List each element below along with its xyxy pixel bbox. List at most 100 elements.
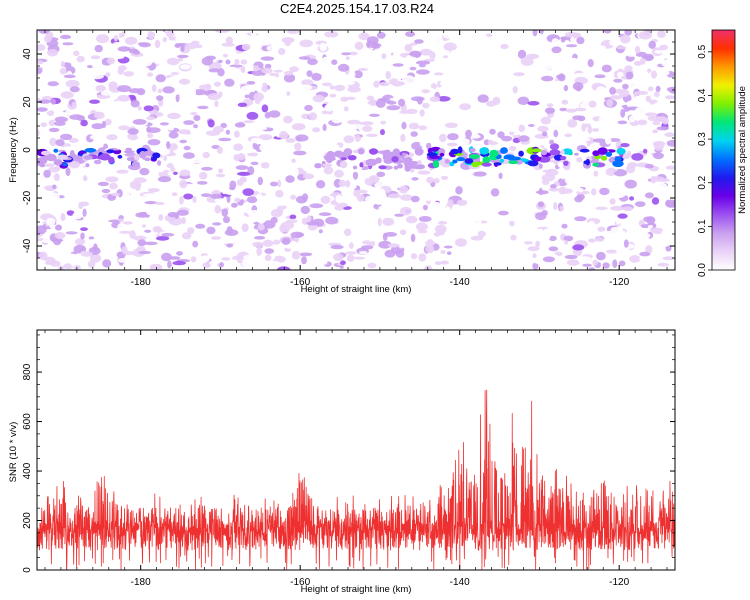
spectrogram-line-cell: [538, 155, 551, 163]
spectrogram-cell: [343, 106, 349, 112]
spectrogram-cell: [60, 91, 74, 99]
spectrogram-cell: [69, 86, 80, 93]
spectrogram-cell: [586, 232, 594, 237]
colorbar: 0.0 0.1 0.2 0.3 0.4 0.5 Normalized spectral a…: [697, 29, 748, 277]
spectrogram-cell: [436, 96, 451, 102]
spectrogram-cell: [157, 160, 162, 166]
snr-x-tick-label: -160: [290, 577, 310, 588]
spectrogram-cell: [577, 188, 584, 193]
spectrogram-cell: [340, 96, 349, 102]
spectrogram-cell: [110, 192, 121, 196]
spectrogram-line-cell: [605, 151, 613, 157]
spectrogram-cell: [456, 199, 468, 206]
spectrogram-cell: [225, 36, 233, 45]
spectrogram-cell: [285, 175, 295, 183]
spectrogram-cell: [313, 159, 324, 163]
spectrogram-cell: [121, 246, 128, 254]
spectrogram-cell: [250, 31, 257, 37]
spectrogram-cell: [180, 44, 185, 52]
snr-y-tick-label: 0: [22, 567, 33, 573]
spectrogram-cell: [418, 253, 427, 262]
snr-frame: [36, 329, 676, 571]
spectrogram-line-cell: [57, 154, 68, 160]
spectrogram-cell: [254, 236, 266, 240]
spectrogram-cell: [226, 243, 234, 248]
spectrogram-cell: [282, 60, 293, 68]
spectrogram-cell: [166, 30, 175, 38]
colorbar-label: Normalized spectral amplitude: [737, 86, 748, 214]
spectrogram-cell: [288, 203, 294, 208]
spectrogram-cell: [117, 95, 131, 102]
spectrogram-cell: [422, 204, 428, 211]
spectrogram-cell: [618, 260, 626, 267]
spectrogram-cell: [311, 72, 322, 81]
spectrogram-cell: [315, 235, 325, 240]
spectrogram-cell: [378, 205, 388, 211]
spectrogram-cell: [358, 170, 370, 178]
spectrogram-cell: [350, 218, 362, 227]
spectrogram-cell: [617, 120, 628, 125]
spectrogram-cell: [65, 231, 78, 235]
spectrogram-cell: [437, 220, 448, 225]
spectrogram-cell: [371, 188, 386, 196]
spectrogram-cell: [628, 81, 641, 90]
spectrogram-cell: [416, 69, 430, 75]
spectrogram-line-cell: [509, 156, 521, 161]
spectrogram-cell: [629, 196, 635, 201]
spectrogram-line-cell: [357, 148, 365, 155]
spectrogram-cell: [117, 223, 126, 232]
spectrogram-cell: [294, 110, 303, 116]
spectrogram-cell: [442, 55, 449, 59]
spectrogram-cell: [490, 188, 500, 197]
spectrogram-cell: [333, 253, 344, 262]
spectrogram-cell: [291, 167, 299, 177]
spectrogram-cell: [574, 107, 587, 112]
spectrogram-cell: [183, 145, 191, 151]
spectrogram-cell: [418, 64, 426, 68]
spectrogram-cell: [549, 139, 555, 145]
spectrogram-cell: [303, 233, 310, 240]
spectrogram-cell: [289, 66, 299, 73]
spectrogram-cell: [497, 131, 505, 139]
spectrogram-cell: [147, 72, 154, 77]
spectrogram-line-cell: [85, 163, 90, 168]
spectrogram-x-tick-label: -120: [609, 277, 629, 288]
spectrogram-panel: -180 -160 -140 -120 -40 -20 0 20 40 Height of st…: [8, 29, 676, 295]
spectrogram-cell: [183, 193, 194, 200]
spectrogram-cell: [55, 111, 68, 118]
spectrogram-cell: [302, 193, 309, 201]
spectrogram-cell: [123, 71, 135, 77]
snr-xlabel: Height of straight line (km): [301, 584, 412, 595]
spectrogram-cell: [264, 254, 272, 261]
spectrogram-cell: [387, 243, 400, 248]
spectrogram-cell: [279, 89, 287, 93]
spectrogram-cell: [570, 221, 585, 226]
spectrogram-cell: [244, 94, 250, 99]
spectrogram-cell: [219, 262, 224, 268]
spectrogram-cell: [208, 62, 222, 70]
spectrogram-cell: [53, 121, 66, 126]
spectrogram-cell: [163, 155, 168, 162]
spectrogram-cell: [666, 199, 675, 208]
spectrogram-cell: [183, 152, 195, 159]
spectrogram-cell: [625, 71, 634, 80]
spectrogram-cell: [318, 188, 327, 197]
spectrogram-cell: [192, 196, 197, 203]
spectrogram-cell: [178, 78, 191, 85]
spectrogram-cell: [155, 74, 166, 83]
spectrogram-cell: [142, 224, 146, 228]
spectrogram-line-cell: [612, 160, 624, 168]
spectrogram-cell: [635, 201, 646, 208]
spectrogram-cell: [50, 192, 60, 202]
spectrogram-line-cell: [326, 151, 336, 159]
spectrogram-cell: [571, 236, 579, 241]
spectrogram-cell: [610, 205, 624, 211]
spectrogram-cell: [105, 72, 111, 77]
spectrogram-cell: [648, 40, 656, 49]
spectrogram-cell: [418, 30, 430, 34]
spectrogram-cell: [377, 217, 382, 227]
spectrogram-cell: [241, 43, 251, 51]
spectrogram-cell: [223, 216, 230, 224]
spectrogram-cell: [102, 259, 112, 268]
spectrogram-cell: [238, 211, 245, 221]
